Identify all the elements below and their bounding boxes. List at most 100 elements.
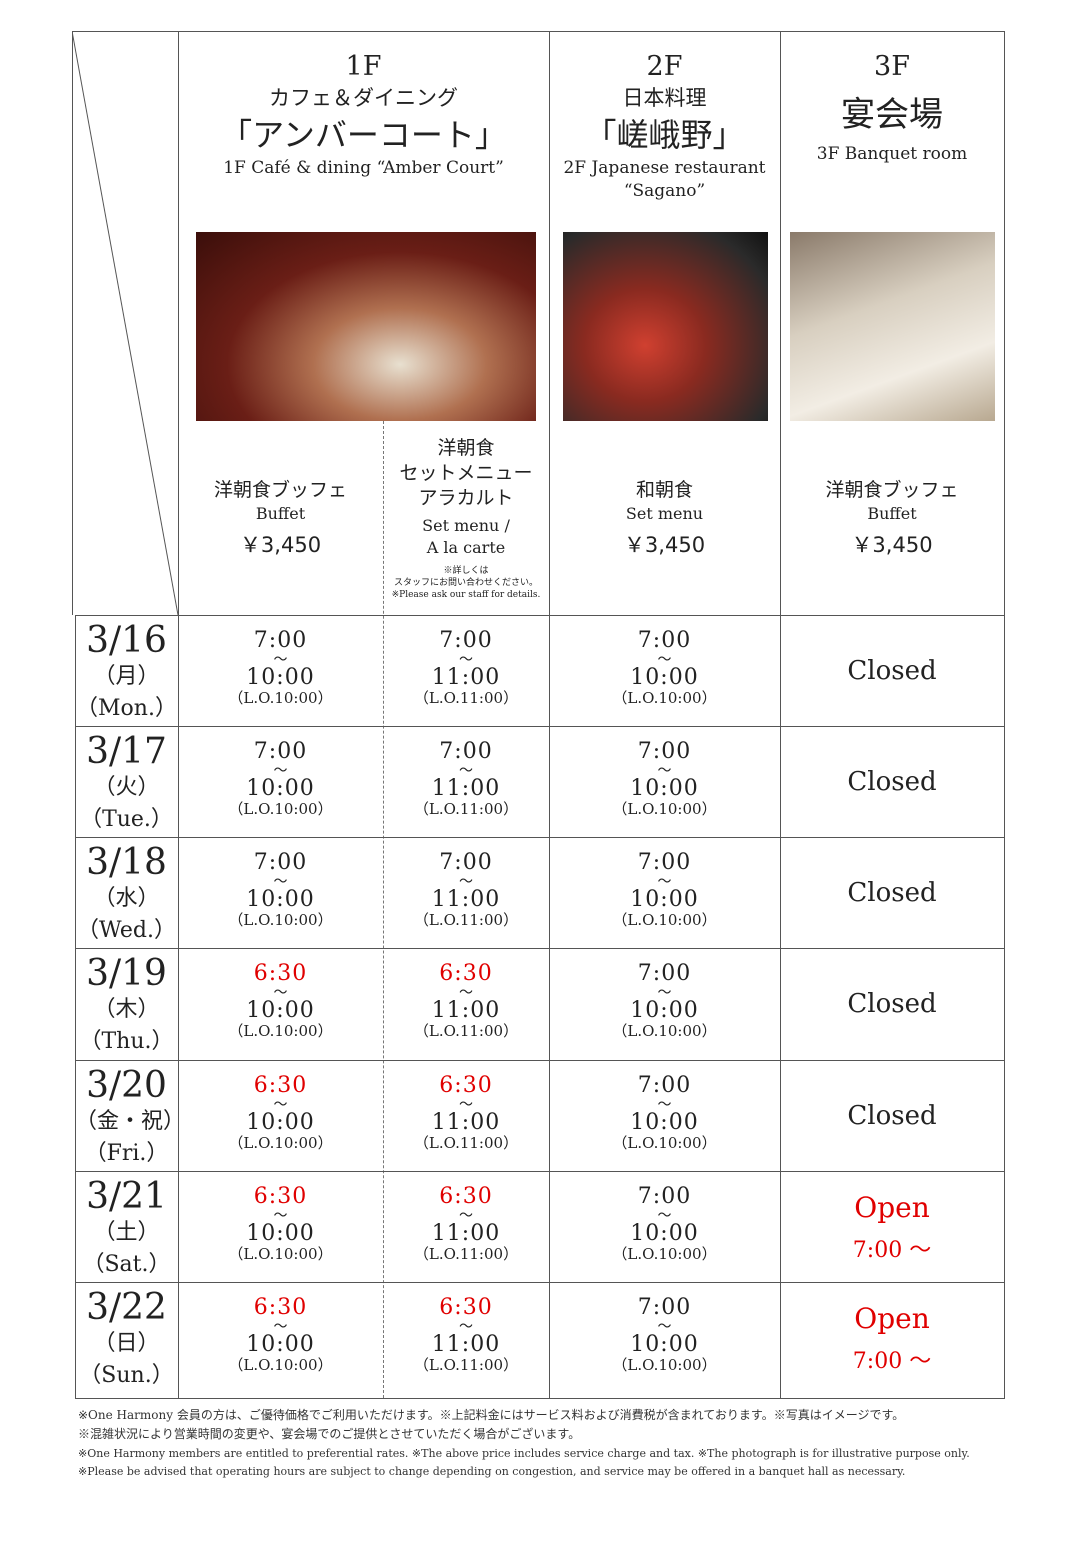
restaurant-name-en-2: “Sagano” [623,181,706,201]
menu-name: 和朝食 [635,479,693,501]
floor-label: 3F [874,51,910,82]
hours-cell: 7:00 〜 10:00 （L.O.10:00） [549,948,780,1041]
table-top-border [72,31,1004,32]
weekday-en: （Tue.） [80,807,173,832]
end-time: 10:00 [630,1332,699,1357]
end-time: 10:00 [246,887,315,912]
weekday-en: （Mon.） [76,696,177,721]
menu-note-en: ※Please ask our staff for details. [391,590,541,600]
start-time: 7:00 [637,1184,692,1209]
table-left-border [75,615,76,1399]
range-wave: 〜 [459,874,473,890]
last-order: （L.O.11:00） [413,689,519,707]
range-wave: 〜 [459,652,473,668]
hours-cell: 6:30 〜 11:00 （L.O.11:00） [383,1282,549,1375]
menu-name-en: Set menu / [422,516,510,535]
start-time: 7:00 [439,628,493,653]
hours-cell: 7:00 〜 10:00 （L.O.10:00） [178,615,383,708]
start-time: 7:00 [637,1073,692,1098]
start-time: 6:30 [253,1295,308,1320]
weekday-en: （Wed.） [77,918,176,943]
last-order: （L.O.10:00） [228,1134,333,1152]
banquet-status: Closed [847,878,937,908]
end-time: 11:00 [431,1332,501,1357]
end-time: 10:00 [630,665,699,690]
hours-cell: 7:00 〜 10:00 （L.O.10:00） [549,837,780,930]
menu-name: 洋朝食 [437,437,495,459]
header-2f: 2F 日本料理 「嵯峨野」 2F Japanese restaurant “Sa… [549,31,780,231]
hours-cell: 6:30 〜 10:00 （L.O.10:00） [178,948,383,1041]
range-wave: 〜 [273,1208,288,1224]
end-time: 10:00 [246,1332,315,1357]
weekday-jp: （金・祝） [75,1109,186,1134]
last-order: （L.O.10:00） [612,911,717,929]
weekday-jp: （土） [93,1220,160,1245]
restaurant-type: カフェ＆ダイニング [269,86,458,110]
end-time: 11:00 [431,998,501,1023]
row-divider [75,1171,1005,1172]
table-right-border [1004,31,1005,1399]
weekday-en: （Fri.） [84,1141,169,1166]
col-divider-2f [549,31,550,1399]
range-wave: 〜 [459,1208,473,1224]
range-wave: 〜 [459,1097,473,1113]
menu-1f-set: 洋朝食 セットメニュー アラカルト Set menu / A la carte … [383,436,549,601]
hours-cell: 7:00 〜 10:00 （L.O.10:00） [549,615,780,708]
banquet-open-time: 7:00 ～ [852,1349,932,1374]
amber-court-buffet-photo [196,232,536,421]
hours-cell: 7:00 〜 11:00 （L.O.11:00） [383,837,549,930]
range-wave: 〜 [273,652,288,668]
start-time: 7:00 [637,628,692,653]
start-time: 6:30 [253,961,308,986]
row-divider [75,1060,1005,1061]
header-left-border [72,31,73,615]
row-divider [75,837,1005,838]
menu-name-en: Buffet [867,504,917,523]
date-cell: 3/17 （火） （Tue.） [75,726,178,837]
range-wave: 〜 [273,763,288,779]
last-order: （L.O.10:00） [228,1022,333,1040]
last-order: （L.O.11:00） [413,1356,519,1374]
hours-cell: 6:30 〜 11:00 （L.O.11:00） [383,1060,549,1153]
end-time: 11:00 [431,776,501,801]
end-time: 10:00 [246,998,315,1023]
range-wave: 〜 [459,1319,473,1335]
header-bottom-border [75,615,1005,616]
end-time: 10:00 [630,776,699,801]
end-time: 10:00 [246,1221,315,1246]
footnote: ※One Harmony 会員の方は、ご優待価格でご利用いただけます。※上記料金… [78,1408,905,1422]
end-time: 10:00 [630,1110,699,1135]
date: 3/18 [86,842,167,883]
hours-cell: 7:00 〜 10:00 （L.O.10:00） [178,837,383,930]
banquet-status: Closed [847,656,937,686]
last-order: （L.O.10:00） [228,689,333,707]
date-cell: 3/21 （土） （Sat.） [75,1171,178,1282]
hours-cell: 6:30 〜 11:00 （L.O.11:00） [383,948,549,1041]
end-time: 11:00 [431,665,501,690]
date-cell: 3/16 （月） （Mon.） [75,615,178,726]
last-order: （L.O.10:00） [228,911,333,929]
last-order: （L.O.10:00） [612,1356,717,1374]
hours-cell: 7:00 〜 10:00 （L.O.10:00） [549,1060,780,1153]
menu-name: セットメニュー [399,462,533,484]
floor-label: 2F [646,51,683,82]
menu-price: ￥3,450 [851,533,933,557]
date-cell: 3/22 （日） （Sun.） [75,1282,178,1398]
end-time: 10:00 [246,1110,315,1135]
last-order: （L.O.11:00） [413,1022,519,1040]
range-wave: 〜 [657,763,672,779]
footnote: ※One Harmony members are entitled to pre… [78,1447,970,1460]
start-time: 7:00 [439,739,493,764]
hours-cell: 7:00 〜 10:00 （L.O.10:00） [178,726,383,819]
weekday-en: （Thu.） [79,1029,174,1054]
hours-cell: 7:00 〜 11:00 （L.O.11:00） [383,726,549,819]
banquet-status: Open [854,1191,930,1224]
end-time: 10:00 [246,665,315,690]
hours-cell: 7:00 〜 11:00 （L.O.11:00） [383,615,549,708]
range-wave: 〜 [273,874,288,890]
date: 3/17 [86,731,167,772]
range-wave: 〜 [657,652,672,668]
start-time: 7:00 [253,628,308,653]
end-time: 10:00 [630,998,699,1023]
hours-cell: 7:00 〜 10:00 （L.O.10:00） [549,1282,780,1375]
